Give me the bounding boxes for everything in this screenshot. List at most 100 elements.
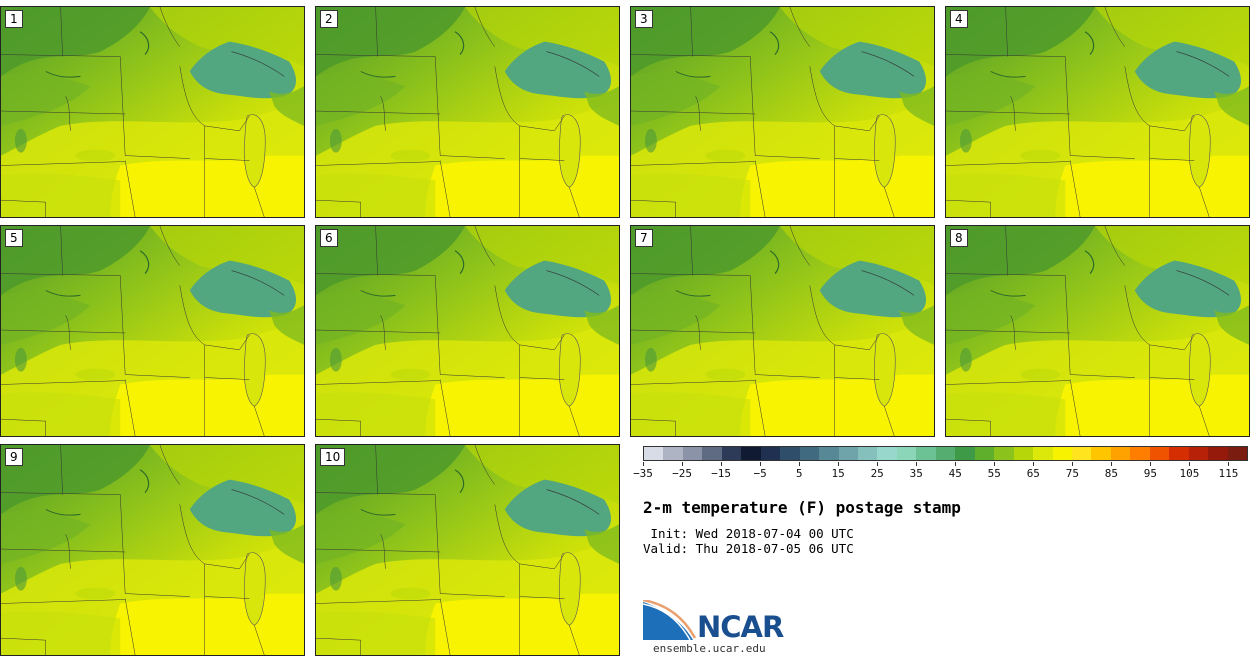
member-label: 4 bbox=[950, 10, 968, 28]
colorbar-tick bbox=[1150, 462, 1152, 466]
colorbar-tick bbox=[877, 462, 879, 466]
colorbar-tick bbox=[1033, 462, 1035, 466]
colorbar-segment bbox=[644, 447, 664, 460]
member-label: 10 bbox=[320, 448, 346, 466]
temperature-map bbox=[1, 445, 304, 655]
member-label: 9 bbox=[5, 448, 23, 466]
colorbar-tick-label: −35 bbox=[633, 467, 653, 480]
colorbar-segment bbox=[896, 447, 917, 460]
colorbar-tick-label: −25 bbox=[672, 467, 692, 480]
colorbar-segment bbox=[1033, 447, 1053, 460]
colorbar-tick-label: −15 bbox=[711, 467, 731, 480]
ensemble-member-panel-7: 7 bbox=[630, 225, 935, 437]
member-label: 3 bbox=[635, 10, 653, 28]
colorbar-tick bbox=[1111, 462, 1113, 466]
colorbar-tick bbox=[916, 462, 918, 466]
colorbar-segment bbox=[1208, 447, 1228, 460]
temperature-map bbox=[1, 226, 304, 436]
site-url: ensemble.ucar.edu bbox=[653, 642, 766, 655]
colorbar-tick-label: 105 bbox=[1179, 467, 1200, 480]
temperature-map bbox=[316, 226, 619, 436]
colorbar-segment bbox=[955, 447, 975, 460]
member-label: 2 bbox=[320, 10, 338, 28]
ensemble-member-panel-6: 6 bbox=[315, 225, 620, 437]
colorbar-segment bbox=[1130, 447, 1150, 460]
colorbar-segment bbox=[877, 447, 897, 460]
colorbar-tick bbox=[838, 462, 840, 466]
colorbar-tick bbox=[994, 462, 996, 466]
colorbar-tick-label: 75 bbox=[1065, 467, 1079, 480]
colorbar-segment bbox=[799, 447, 820, 460]
colorbar-tick-label: 25 bbox=[870, 467, 884, 480]
init-time: Init: Wed 2018-07-04 00 UTC bbox=[643, 526, 854, 541]
colorbar-tick-label: 15 bbox=[831, 467, 845, 480]
colorbar-tick-label: 95 bbox=[1143, 467, 1158, 480]
temperature-map bbox=[1, 7, 304, 217]
colorbar-segment bbox=[1169, 447, 1189, 460]
colorbar-segment bbox=[702, 447, 722, 460]
colorbar-segment bbox=[663, 447, 683, 460]
colorbar-segment bbox=[1149, 447, 1170, 460]
colorbar-segment bbox=[1071, 447, 1092, 460]
colorbar-tick bbox=[643, 462, 644, 466]
temperature-map bbox=[631, 226, 934, 436]
member-label: 7 bbox=[635, 229, 653, 247]
colorbar-tick-label: 35 bbox=[909, 467, 923, 480]
colorbar-segment bbox=[935, 447, 956, 460]
temperature-map bbox=[631, 7, 934, 217]
colorbar-segment bbox=[1052, 447, 1072, 460]
colorbar-segment bbox=[682, 447, 703, 460]
colorbar-segment bbox=[760, 447, 781, 460]
colorbar-segment bbox=[1091, 447, 1111, 460]
member-label: 1 bbox=[5, 10, 23, 28]
member-label: 8 bbox=[950, 229, 968, 247]
colorbar-segment bbox=[1110, 447, 1131, 460]
ncar-logo-icon bbox=[643, 600, 697, 641]
valid-time: Valid: Thu 2018-07-05 06 UTC bbox=[643, 541, 854, 556]
colorbar-tick bbox=[682, 462, 684, 466]
colorbar-tick-label: 65 bbox=[1026, 467, 1040, 480]
temperature-map bbox=[946, 7, 1249, 217]
colorbar-segment bbox=[819, 447, 839, 460]
ensemble-member-panel-4: 4 bbox=[945, 6, 1250, 218]
temperature-map bbox=[316, 7, 619, 217]
temperature-map bbox=[946, 226, 1249, 436]
colorbar-tick bbox=[955, 462, 957, 466]
plot-title: 2-m temperature (F) postage stamp bbox=[643, 498, 961, 517]
colorbar-segment bbox=[1013, 447, 1034, 460]
colorbar-tick-label: 45 bbox=[948, 467, 962, 480]
colorbar-segment bbox=[741, 447, 761, 460]
colorbar-tick bbox=[760, 462, 762, 466]
ensemble-member-panel-1: 1 bbox=[0, 6, 305, 218]
colorbar-segment bbox=[780, 447, 800, 460]
member-label: 6 bbox=[320, 229, 338, 247]
colorbar-tick-label: 55 bbox=[987, 467, 1001, 480]
colorbar-segment bbox=[916, 447, 936, 460]
colorbar-tick-label: −5 bbox=[753, 467, 767, 480]
ensemble-member-panel-2: 2 bbox=[315, 6, 620, 218]
colorbar-segment bbox=[994, 447, 1014, 460]
colorbar-segment bbox=[721, 447, 742, 460]
temperature-map bbox=[316, 445, 619, 655]
colorbar-tick-label: 5 bbox=[795, 467, 803, 480]
colorbar-segment bbox=[1188, 447, 1209, 460]
colorbar-tick-label: 115 bbox=[1218, 467, 1239, 480]
member-label: 5 bbox=[5, 229, 23, 247]
ncar-wordmark: NCAR bbox=[697, 610, 784, 644]
colorbar-tick bbox=[799, 462, 801, 466]
ensemble-member-panel-5: 5 bbox=[0, 225, 305, 437]
ensemble-member-panel-9: 9 bbox=[0, 444, 305, 656]
colorbar-segment bbox=[857, 447, 878, 460]
colorbar-tick bbox=[1072, 462, 1074, 466]
colorbar-tick-label: 85 bbox=[1104, 467, 1118, 480]
colorbar-tick bbox=[1189, 462, 1191, 466]
colorbar-segment bbox=[1227, 447, 1248, 460]
ensemble-member-panel-3: 3 bbox=[630, 6, 935, 218]
colorbar-tick bbox=[1228, 462, 1230, 466]
ensemble-member-panel-8: 8 bbox=[945, 225, 1250, 437]
colorbar-tick bbox=[721, 462, 723, 466]
colorbar-ticks: −35 −25 −15 −5 5 15 25 35 45 55 65 75 85 95 105 115 bbox=[633, 462, 1248, 482]
ensemble-member-panel-10: 10 bbox=[315, 444, 620, 656]
colorbar bbox=[643, 446, 1248, 461]
colorbar-segment bbox=[974, 447, 995, 460]
